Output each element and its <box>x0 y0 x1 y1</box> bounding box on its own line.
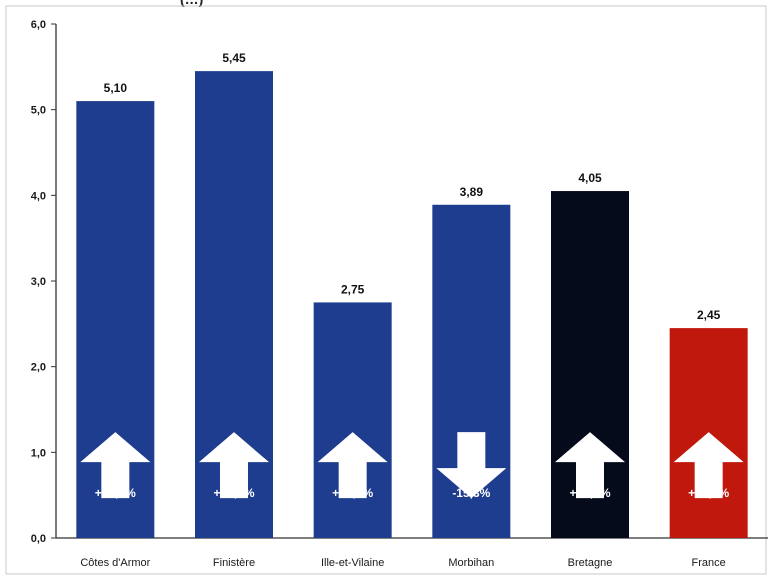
y-tick-label: 4,0 <box>31 190 46 202</box>
x-axis-labels: Côtes d'Armor Finistère Ille-et-Vilaine Mor… <box>80 557 725 569</box>
arrow-down-icon <box>436 432 507 499</box>
y-tick-label: 6,0 <box>31 19 46 31</box>
arrow-up-icon <box>317 432 388 499</box>
x-category-label: France <box>692 557 726 569</box>
bar-value-label: 2,45 <box>697 308 721 322</box>
chart-title-fragment: (…) <box>180 0 203 7</box>
change-label: +15,4% <box>213 486 254 500</box>
y-tick-label: 0,0 <box>31 533 46 545</box>
arrow-up-icon <box>80 432 151 499</box>
change-label: +37,8% <box>688 486 729 500</box>
arrow-up-icon <box>199 432 269 499</box>
change-label: +38,1% <box>95 486 136 500</box>
x-category-label: Finistère <box>213 557 255 569</box>
bar-value-label: 2,75 <box>341 282 365 296</box>
bar <box>313 302 392 538</box>
arrow-up-icon <box>673 432 744 499</box>
y-tick-label: 1,0 <box>31 447 46 459</box>
bar-value-label: 5,45 <box>222 51 246 65</box>
change-label: -15,3% <box>452 486 490 500</box>
bar-value-label: 3,89 <box>460 185 484 199</box>
x-category-label: Bretagne <box>568 557 613 569</box>
chart-frame <box>5 5 767 575</box>
outer-border <box>5 5 767 575</box>
x-category-label: Morbihan <box>448 557 494 569</box>
bars: 5,10 +38,1% 5,45 +15,4% 2,75 +15,4% 3,89 -15,3%… <box>76 51 748 539</box>
y-axis: 0,0 1,0 2,0 3,0 4,0 5,0 6,0 <box>31 19 768 545</box>
change-label: +15,4% <box>332 486 373 500</box>
x-category-label: Côtes d'Armor <box>80 557 150 569</box>
x-category-label: Ille-et-Vilaine <box>321 557 384 569</box>
change-label: +10,7% <box>569 486 610 500</box>
bar-value-label: 4,05 <box>578 171 602 185</box>
arrow-up-icon <box>555 432 625 499</box>
y-tick-label: 5,0 <box>31 105 46 117</box>
y-tick-label: 2,0 <box>31 362 46 374</box>
bar-value-label: 5,10 <box>104 81 128 95</box>
y-tick-label: 3,0 <box>31 276 46 288</box>
